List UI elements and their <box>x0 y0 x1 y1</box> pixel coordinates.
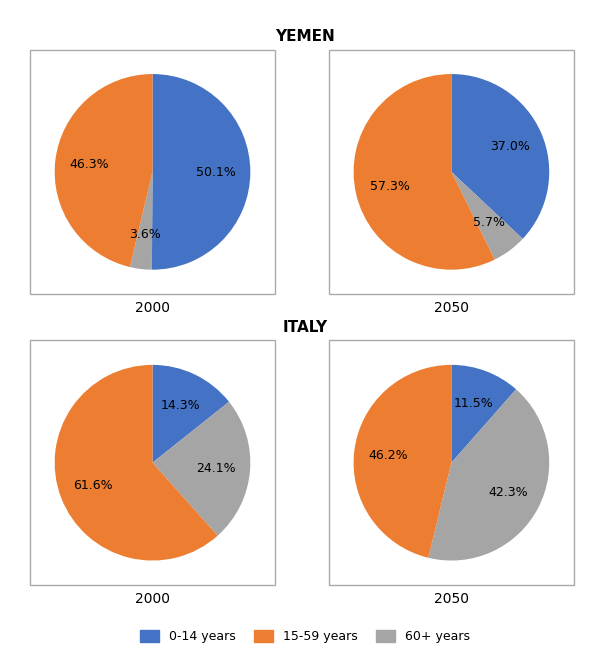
Legend: 0-14 years, 15-59 years, 60+ years: 0-14 years, 15-59 years, 60+ years <box>135 625 475 648</box>
Wedge shape <box>354 74 495 270</box>
Text: 46.3%: 46.3% <box>70 158 109 171</box>
Wedge shape <box>428 389 549 561</box>
X-axis label: 2000: 2000 <box>135 301 170 315</box>
Text: 5.7%: 5.7% <box>473 216 505 229</box>
Wedge shape <box>130 172 152 270</box>
Text: 46.2%: 46.2% <box>368 449 408 461</box>
Bar <box>30 340 274 585</box>
Wedge shape <box>55 365 218 561</box>
Bar <box>30 50 274 294</box>
Bar <box>329 340 573 585</box>
Text: 11.5%: 11.5% <box>454 397 493 410</box>
Wedge shape <box>451 365 516 463</box>
Text: YEMEN: YEMEN <box>275 29 335 44</box>
X-axis label: 2050: 2050 <box>434 592 469 606</box>
Text: 50.1%: 50.1% <box>196 165 236 178</box>
Text: ITALY: ITALY <box>282 320 328 334</box>
Bar <box>329 50 573 294</box>
Wedge shape <box>55 74 152 267</box>
Text: 3.6%: 3.6% <box>129 229 161 241</box>
Text: 42.3%: 42.3% <box>488 486 528 498</box>
Wedge shape <box>152 74 250 270</box>
Text: 14.3%: 14.3% <box>160 399 200 412</box>
Wedge shape <box>152 365 229 463</box>
Text: 61.6%: 61.6% <box>73 479 113 492</box>
Wedge shape <box>354 365 451 558</box>
X-axis label: 2000: 2000 <box>135 592 170 606</box>
Text: 24.1%: 24.1% <box>196 461 235 475</box>
Text: 37.0%: 37.0% <box>490 140 529 153</box>
Wedge shape <box>451 74 549 239</box>
X-axis label: 2050: 2050 <box>434 301 469 315</box>
Wedge shape <box>451 172 523 260</box>
Text: 57.3%: 57.3% <box>370 180 409 193</box>
Wedge shape <box>152 402 250 535</box>
